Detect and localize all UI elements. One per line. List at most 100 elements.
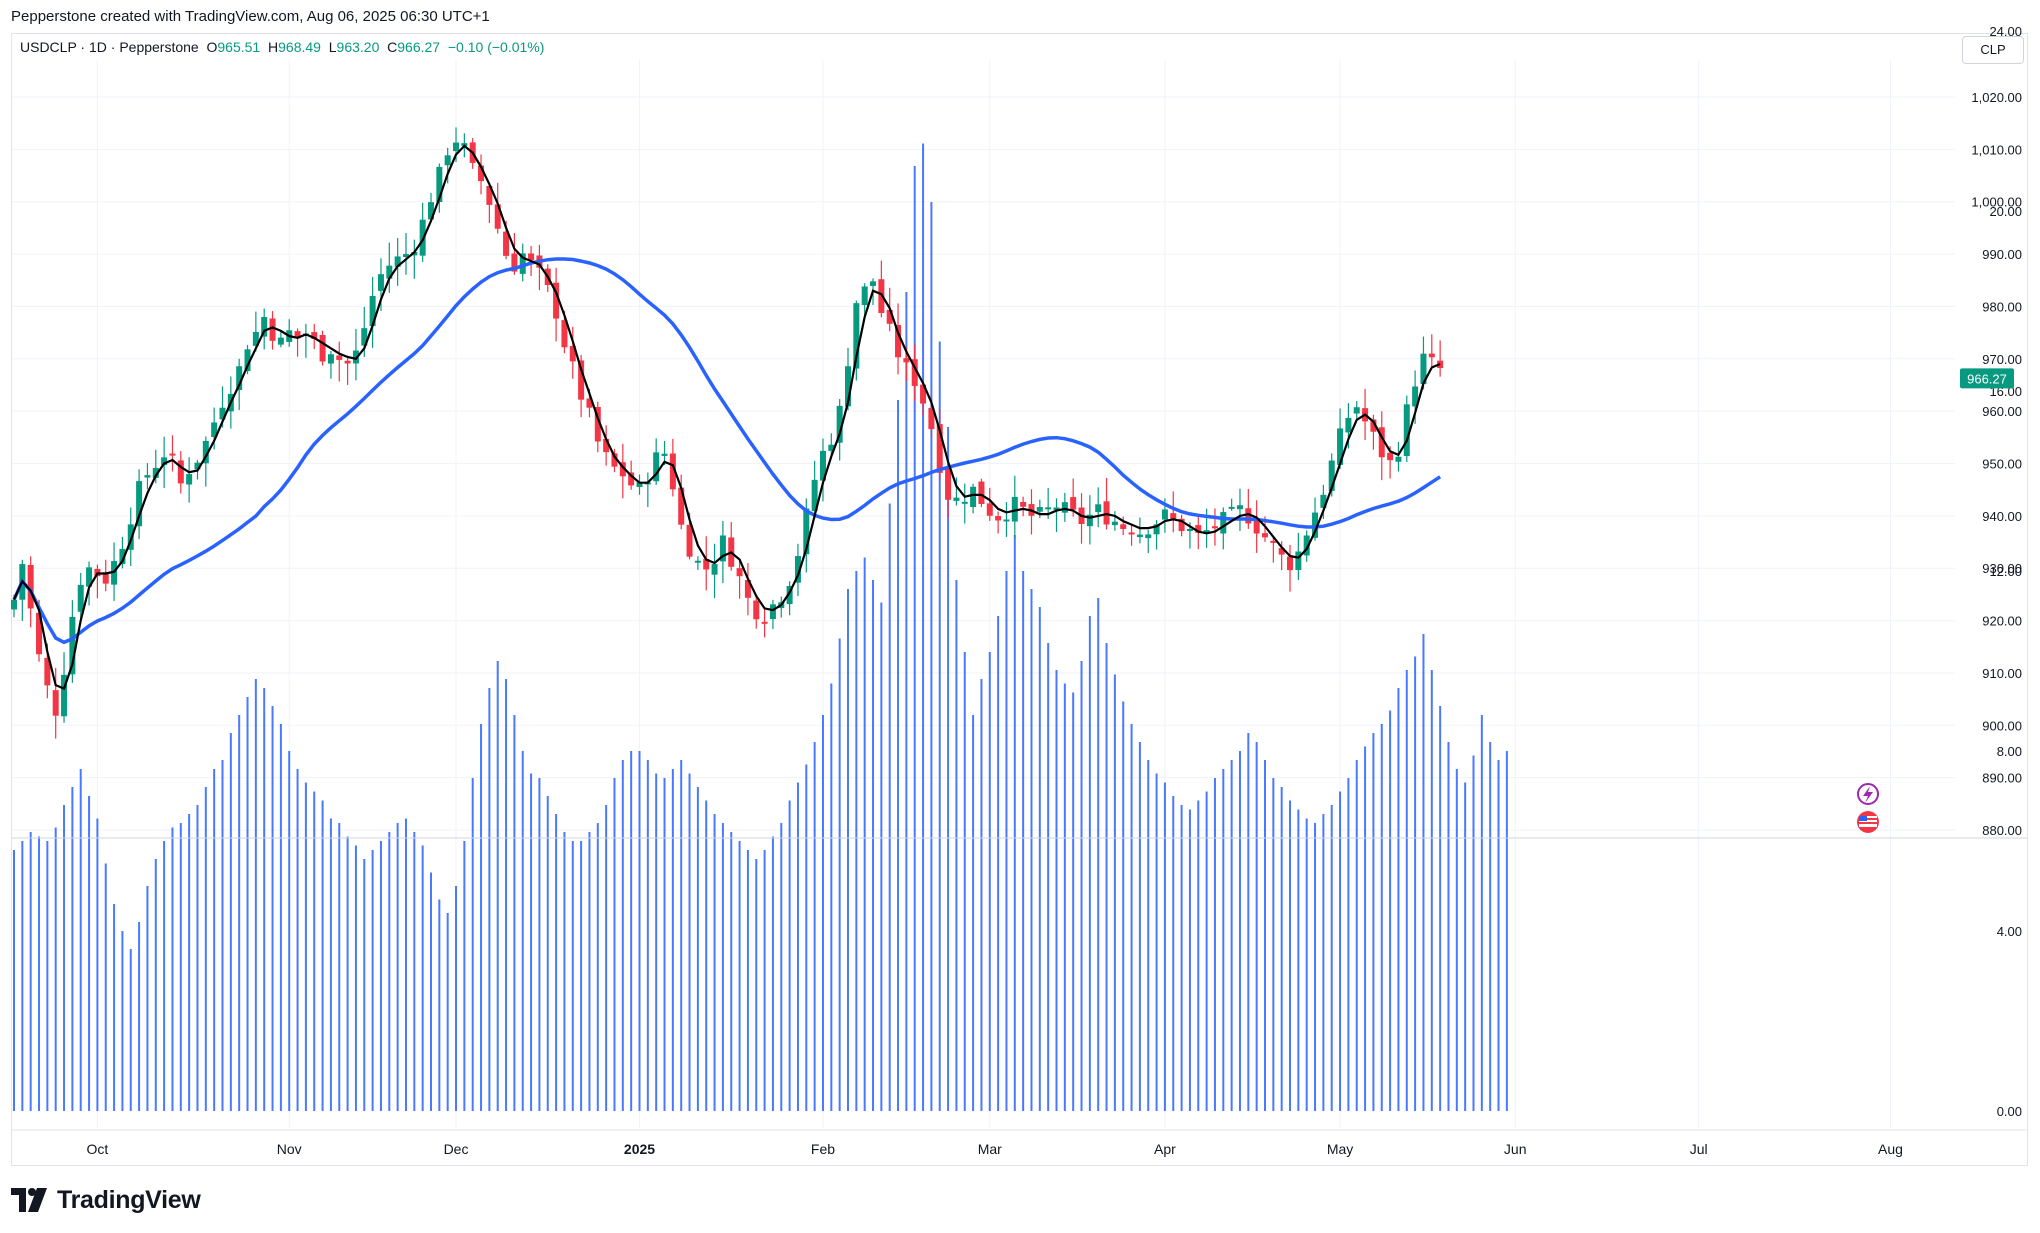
candle-body bbox=[478, 165, 485, 182]
volume-bar bbox=[805, 764, 808, 1111]
volume-bar bbox=[238, 715, 241, 1111]
volume-bar bbox=[1222, 769, 1225, 1111]
candle-body bbox=[77, 584, 84, 612]
volume-bar bbox=[796, 782, 799, 1111]
candle-body bbox=[394, 256, 401, 267]
volume-bar bbox=[538, 778, 541, 1111]
volume-bar bbox=[1138, 742, 1141, 1111]
price-tick-label: 890.00 bbox=[1982, 771, 2022, 786]
volume-bar bbox=[621, 760, 624, 1111]
candle-body bbox=[603, 438, 610, 453]
candle-body bbox=[1070, 497, 1077, 510]
volume-bar bbox=[1347, 778, 1350, 1111]
volume-bar bbox=[229, 733, 232, 1111]
legend-high-value: 968.49 bbox=[278, 39, 321, 55]
candle-body bbox=[1278, 548, 1285, 555]
candle-body bbox=[1270, 540, 1277, 543]
candle-body bbox=[119, 548, 126, 564]
volume-bar bbox=[1122, 701, 1125, 1111]
candle-body bbox=[169, 453, 176, 456]
candle-body bbox=[1161, 509, 1168, 520]
volume-bar bbox=[1238, 751, 1241, 1111]
candle-body bbox=[1228, 506, 1235, 509]
volume-bar bbox=[1280, 787, 1283, 1111]
candle-body bbox=[970, 486, 977, 507]
lightning-event-icon[interactable] bbox=[1857, 783, 1879, 805]
volume-bar bbox=[480, 724, 483, 1111]
candle-body bbox=[277, 337, 284, 345]
price-tick-label: 1,000.00 bbox=[1971, 195, 2022, 210]
volume-bar bbox=[188, 814, 191, 1111]
last-price-marker: 966.27 bbox=[1960, 368, 2014, 389]
volume-bar bbox=[1405, 670, 1408, 1111]
candle-body bbox=[578, 360, 585, 400]
volume-bar bbox=[663, 778, 666, 1111]
volume-bar bbox=[588, 832, 591, 1111]
candle-body bbox=[494, 204, 501, 229]
candle-body bbox=[186, 474, 193, 485]
candle-body bbox=[553, 282, 560, 319]
candle-body bbox=[202, 440, 209, 464]
volume-bar bbox=[830, 683, 833, 1111]
candle-body bbox=[936, 424, 943, 473]
volume-bar bbox=[1188, 809, 1191, 1111]
volume-bar bbox=[847, 589, 849, 1111]
candle-body bbox=[861, 286, 868, 306]
volume-bar bbox=[163, 841, 166, 1111]
volume-bar bbox=[1072, 692, 1075, 1111]
candle-body bbox=[1420, 353, 1427, 385]
volume-bar bbox=[988, 652, 991, 1111]
price-tick-label: 960.00 bbox=[1982, 404, 2022, 419]
candle-body bbox=[1195, 525, 1202, 533]
legend-close-label: C bbox=[387, 39, 398, 55]
candle-body bbox=[386, 265, 393, 279]
volume-bar bbox=[1297, 809, 1300, 1111]
candle-body bbox=[769, 604, 776, 620]
volume-bar bbox=[271, 706, 274, 1111]
volume-bar bbox=[1289, 800, 1292, 1111]
volume-bar bbox=[1364, 746, 1367, 1111]
tradingview-brand[interactable]: TradingView bbox=[11, 1185, 201, 1215]
candle-body bbox=[252, 331, 259, 346]
candle-body bbox=[1320, 494, 1327, 508]
volume-bar bbox=[696, 787, 699, 1111]
candle-body bbox=[1178, 518, 1185, 532]
candle-body bbox=[853, 303, 860, 369]
volume-bar bbox=[446, 913, 449, 1111]
candle-body bbox=[1403, 404, 1410, 457]
currency-selector[interactable]: CLP bbox=[1962, 36, 2024, 64]
volume-bar bbox=[38, 836, 41, 1111]
candle-body bbox=[886, 309, 893, 324]
candle-body bbox=[611, 453, 618, 467]
volume-bar bbox=[605, 805, 608, 1111]
candle-body bbox=[1128, 532, 1135, 535]
time-tick-label: Mar bbox=[978, 1141, 1002, 1157]
volume-bar bbox=[13, 850, 15, 1111]
volume-bar bbox=[1013, 535, 1016, 1111]
volume-bar bbox=[396, 823, 399, 1111]
candle-body bbox=[619, 462, 626, 477]
candle-body bbox=[711, 564, 718, 575]
volume-tick-label: 8.00 bbox=[1997, 744, 2022, 759]
candle-body bbox=[1053, 507, 1060, 510]
volume-bar bbox=[21, 841, 24, 1111]
volume-bar bbox=[104, 863, 107, 1111]
candle-body bbox=[911, 359, 918, 386]
volume-bar bbox=[972, 715, 975, 1111]
us-flag-event-icon[interactable] bbox=[1857, 811, 1879, 833]
volume-bar bbox=[1213, 778, 1216, 1111]
candle-body bbox=[920, 384, 927, 404]
legend-symbol[interactable]: USDCLP · 1D · Pepperstone bbox=[20, 39, 199, 55]
grid-lines bbox=[12, 60, 1955, 1128]
candle-body bbox=[1370, 419, 1377, 432]
volume-bar bbox=[1205, 791, 1208, 1111]
volume-bar bbox=[1497, 760, 1500, 1111]
candle-body bbox=[503, 231, 510, 256]
last-price-badge bbox=[1960, 368, 2014, 389]
candle-body bbox=[1428, 353, 1435, 358]
candle-body bbox=[903, 358, 910, 363]
volume-bar bbox=[346, 836, 349, 1111]
volume-bar bbox=[755, 859, 758, 1111]
candle-body bbox=[177, 460, 184, 484]
